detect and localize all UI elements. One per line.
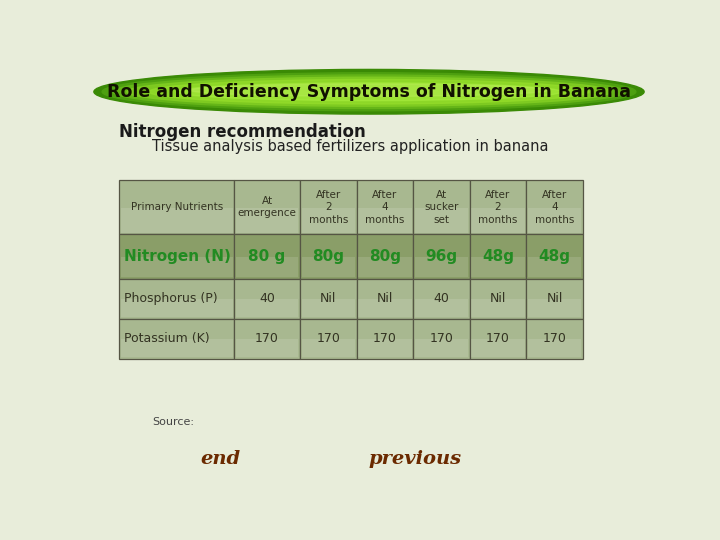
Text: After
2
months: After 2 months [478,190,518,225]
Text: 80g: 80g [369,249,401,264]
FancyBboxPatch shape [302,299,355,318]
Text: 80 g: 80 g [248,249,286,264]
FancyBboxPatch shape [302,208,355,233]
FancyBboxPatch shape [121,208,233,233]
Text: 170: 170 [486,333,510,346]
FancyBboxPatch shape [415,257,468,278]
Text: 40: 40 [259,292,275,306]
FancyBboxPatch shape [469,180,526,234]
Text: After
4
months: After 4 months [535,190,575,225]
Text: Nitrogen (N): Nitrogen (N) [124,249,231,264]
Text: 170: 170 [430,333,454,346]
Text: previous: previous [369,450,462,468]
FancyBboxPatch shape [472,339,525,357]
Text: 170: 170 [373,333,397,346]
Ellipse shape [176,83,562,100]
Text: Primary Nutrients: Primary Nutrients [130,202,223,212]
Ellipse shape [102,73,636,111]
FancyBboxPatch shape [356,234,413,279]
FancyBboxPatch shape [528,257,581,278]
FancyBboxPatch shape [235,299,299,318]
FancyBboxPatch shape [356,180,413,234]
Text: Source:: Source: [152,417,194,427]
FancyBboxPatch shape [472,257,525,278]
FancyBboxPatch shape [120,319,234,359]
Text: Role and Deficiency Symptoms of Nitrogen in Banana: Role and Deficiency Symptoms of Nitrogen… [107,83,631,101]
FancyBboxPatch shape [413,180,469,234]
FancyBboxPatch shape [356,319,413,359]
Text: Phosphorus (P): Phosphorus (P) [124,292,217,306]
Text: After
2
months: After 2 months [309,190,348,225]
FancyBboxPatch shape [526,279,583,319]
FancyBboxPatch shape [528,208,581,233]
Ellipse shape [127,77,611,106]
FancyBboxPatch shape [472,299,525,318]
Text: At
sucker
set: At sucker set [424,190,459,225]
Text: Tissue analysis based fertilizers application in banana: Tissue analysis based fertilizers applic… [152,139,549,154]
Text: 170: 170 [543,333,567,346]
FancyBboxPatch shape [413,319,469,359]
FancyBboxPatch shape [413,234,469,279]
FancyBboxPatch shape [302,339,355,357]
Ellipse shape [149,79,589,104]
Ellipse shape [113,75,625,109]
FancyBboxPatch shape [472,208,525,233]
FancyBboxPatch shape [528,299,581,318]
FancyBboxPatch shape [234,234,300,279]
FancyBboxPatch shape [120,234,234,279]
Text: 170: 170 [316,333,341,346]
FancyBboxPatch shape [469,279,526,319]
FancyBboxPatch shape [302,257,355,278]
FancyBboxPatch shape [121,257,233,278]
FancyBboxPatch shape [300,279,356,319]
Text: Nil: Nil [377,292,393,306]
FancyBboxPatch shape [469,319,526,359]
FancyBboxPatch shape [413,279,469,319]
FancyBboxPatch shape [358,208,412,233]
Text: Nil: Nil [490,292,506,306]
FancyBboxPatch shape [234,279,300,319]
Text: Nil: Nil [320,292,336,306]
Text: Nil: Nil [546,292,563,306]
FancyBboxPatch shape [358,339,412,357]
Text: 170: 170 [255,333,279,346]
Text: After
4
months: After 4 months [365,190,405,225]
Text: end: end [200,450,240,468]
FancyBboxPatch shape [234,319,300,359]
Ellipse shape [190,84,548,97]
FancyBboxPatch shape [415,208,468,233]
FancyBboxPatch shape [415,339,468,357]
FancyBboxPatch shape [121,339,233,357]
FancyBboxPatch shape [120,180,234,234]
FancyBboxPatch shape [300,180,356,234]
FancyBboxPatch shape [526,234,583,279]
FancyBboxPatch shape [235,208,299,233]
FancyBboxPatch shape [300,234,356,279]
FancyBboxPatch shape [415,299,468,318]
Text: 80g: 80g [312,249,344,264]
FancyBboxPatch shape [526,180,583,234]
FancyBboxPatch shape [234,180,300,234]
FancyBboxPatch shape [235,339,299,357]
FancyBboxPatch shape [526,319,583,359]
Ellipse shape [94,70,644,114]
FancyBboxPatch shape [358,257,412,278]
Text: Nitrogen recommendation: Nitrogen recommendation [120,123,366,140]
Text: Potassium (K): Potassium (K) [124,333,210,346]
Text: At
emergence: At emergence [238,196,297,219]
FancyBboxPatch shape [121,299,233,318]
FancyBboxPatch shape [356,279,413,319]
Text: 40: 40 [433,292,449,306]
FancyBboxPatch shape [235,257,299,278]
Text: 48g: 48g [482,249,514,264]
FancyBboxPatch shape [358,299,412,318]
Text: 48g: 48g [539,249,571,264]
FancyBboxPatch shape [469,234,526,279]
FancyBboxPatch shape [300,319,356,359]
FancyBboxPatch shape [120,279,234,319]
FancyBboxPatch shape [528,339,581,357]
Text: 96g: 96g [426,249,457,264]
